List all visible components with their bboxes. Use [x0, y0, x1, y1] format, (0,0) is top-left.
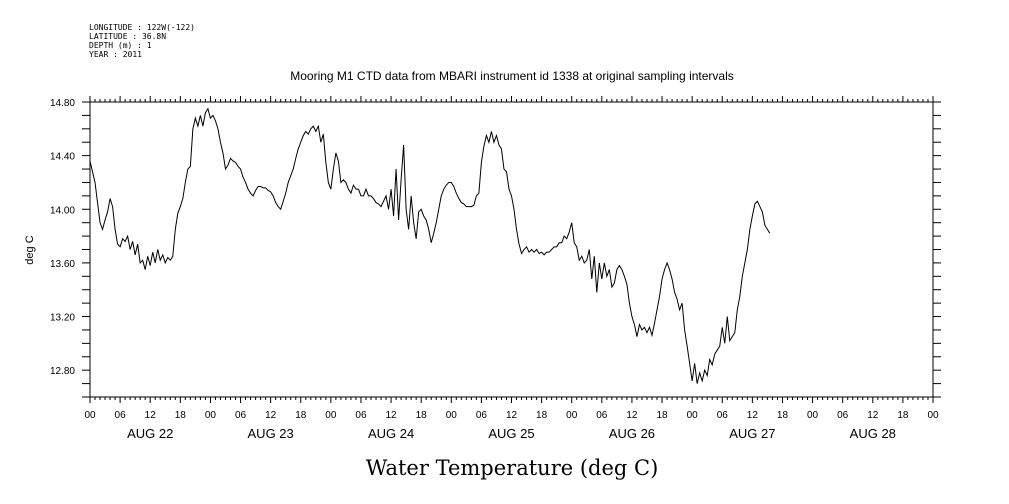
metadata-block: LONGITUDE : 122W(-122) LATITUDE : 36.8N … [89, 23, 195, 59]
x-tick-label: 00 [807, 410, 819, 421]
day-label: AUG 25 [488, 426, 534, 441]
x-axis-title: Water Temperature (deg C) [366, 456, 659, 480]
y-tick-labels: 14.80 14.40 14.00 13.60 13.20 12.80 [50, 98, 75, 377]
day-labels: AUG 22 AUG 23 AUG 24 AUG 25 AUG 26 AUG 27 AUG … [127, 426, 896, 441]
x-tick-label: 18 [777, 410, 789, 421]
x-tick-label: 18 [175, 410, 187, 421]
x-tick-label: 06 [717, 410, 729, 421]
y-tick-label: 12.80 [50, 366, 75, 377]
x-tick-label: 00 [325, 410, 337, 421]
metadata-longitude: LONGITUDE : 122W(-122) [89, 23, 195, 32]
x-tick-label: 00 [446, 410, 458, 421]
x-tick-label: 12 [145, 410, 157, 421]
x-tick-label: 12 [867, 410, 879, 421]
x-tick-label: 06 [476, 410, 488, 421]
x-tick-label: 18 [416, 410, 428, 421]
x-tick-label: 00 [205, 410, 217, 421]
day-label: AUG 23 [248, 426, 294, 441]
x-tick-label: 00 [687, 410, 699, 421]
x-tick-label: 18 [897, 410, 909, 421]
y-tick-label: 14.40 [50, 152, 75, 163]
y-tick-label: 14.00 [50, 205, 75, 216]
x-tick-label: 12 [386, 410, 398, 421]
x-tick-label: 12 [506, 410, 518, 421]
x-tick-label: 12 [265, 410, 277, 421]
series-line [89, 107, 771, 384]
x-tick-label: 06 [115, 410, 127, 421]
x-tick-label: 18 [536, 410, 548, 421]
day-label: AUG 28 [850, 426, 896, 441]
x-tick-label: 18 [656, 410, 668, 421]
x-tick-label: 00 [566, 410, 578, 421]
day-label: AUG 22 [127, 426, 173, 441]
y-tick-label: 14.80 [50, 98, 75, 109]
x-tick-label: 06 [235, 410, 247, 421]
metadata-depth: DEPTH (m) : 1 [89, 41, 152, 50]
day-label: AUG 26 [609, 426, 655, 441]
x-tick-label: 00 [927, 410, 939, 421]
x-tick-label: 18 [295, 410, 307, 421]
x-tick-label: 12 [747, 410, 759, 421]
chart-title: Mooring M1 CTD data from MBARI instrumen… [290, 69, 734, 83]
day-label: AUG 27 [729, 426, 775, 441]
metadata-latitude: LATITUDE : 36.8N [89, 32, 166, 41]
x-tick-label: 06 [837, 410, 849, 421]
y-tick-label: 13.60 [50, 259, 75, 270]
y-tick-label: 13.20 [50, 313, 75, 324]
x-tick-label: 06 [355, 410, 367, 421]
axis-ticks [82, 96, 941, 403]
x-tick-label: 06 [596, 410, 608, 421]
x-tick-label: 12 [626, 410, 638, 421]
x-tick-label: 00 [84, 410, 96, 421]
plot-frame [89, 101, 934, 398]
metadata-year: YEAR : 2011 [89, 50, 142, 59]
day-label: AUG 24 [368, 426, 414, 441]
y-axis-label: deg C [24, 235, 36, 264]
x-tick-labels: 00 06 12 18 00 06 12 18 00 06 12 18 00 06 12 18 00 06 12 18… [84, 410, 939, 421]
